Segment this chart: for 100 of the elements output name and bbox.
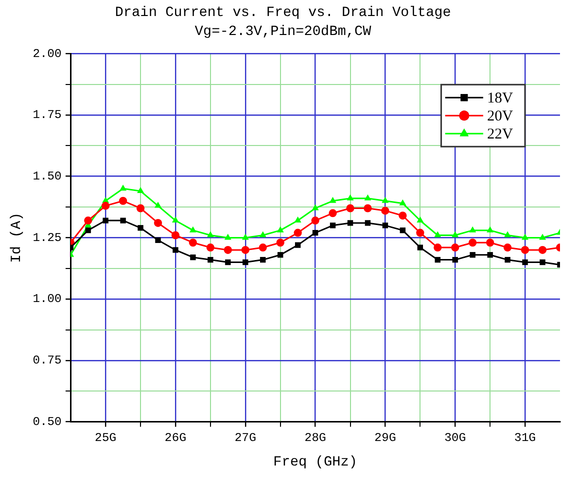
point: [172, 247, 178, 253]
point: [487, 252, 493, 258]
point: [329, 196, 336, 203]
point: [189, 226, 196, 232]
point: [206, 244, 214, 252]
point: [138, 225, 144, 231]
point: [312, 230, 318, 236]
point: [434, 231, 442, 238]
y-tick-label: 2.00: [32, 46, 62, 61]
point: [400, 228, 406, 234]
point: [416, 228, 424, 237]
point: [260, 256, 266, 263]
point: [434, 244, 442, 252]
point: [208, 256, 214, 263]
point: [328, 209, 337, 218]
point: [451, 244, 460, 252]
point: [171, 231, 180, 240]
x-tick-label: 31G: [514, 431, 536, 446]
point: [452, 231, 459, 238]
point: [154, 202, 162, 208]
point: [434, 256, 440, 263]
point: [504, 244, 512, 252]
y-tick-label: 1.25: [32, 230, 62, 245]
point: [242, 259, 248, 266]
point: [504, 231, 512, 238]
point: [382, 196, 389, 203]
point: [381, 206, 390, 215]
point: [188, 238, 197, 247]
point: [539, 234, 546, 240]
legend-label: 18V: [487, 90, 514, 107]
point: [155, 237, 161, 243]
y-tick-label: 0.50: [32, 414, 62, 429]
point: [347, 220, 354, 226]
point: [540, 259, 546, 266]
point: [364, 204, 372, 212]
point: [417, 244, 423, 250]
y-tick-label: 1.50: [32, 170, 62, 184]
point: [242, 234, 249, 240]
legend-label: 20V: [487, 108, 514, 125]
point: [469, 226, 476, 232]
point: [486, 238, 494, 247]
chart-subtitle: Vg=-2.3V,Pin=20dBm,CW: [194, 24, 372, 40]
x-tick-label: 28G: [304, 431, 326, 446]
point: [119, 196, 128, 205]
point: [206, 231, 214, 238]
point: [294, 216, 302, 223]
point: [225, 259, 231, 266]
point: [468, 238, 477, 247]
point: [102, 202, 110, 210]
chart-title: Drain Current vs. Freq vs. Drain Voltage: [114, 5, 452, 22]
point: [486, 226, 494, 232]
legend-label: 22V: [487, 126, 514, 143]
point: [120, 218, 126, 224]
x-tick-label: 25G: [94, 431, 116, 446]
point: [276, 226, 284, 232]
point: [399, 199, 406, 206]
point: [538, 246, 547, 254]
point: [398, 212, 407, 220]
point: [470, 252, 476, 258]
point: [364, 220, 371, 226]
point: [504, 256, 510, 263]
x-tick-label: 26G: [164, 431, 186, 446]
point: [312, 204, 319, 210]
point: [346, 204, 354, 212]
x-tick-label: 30G: [444, 431, 466, 446]
point: [172, 216, 179, 223]
point: [294, 242, 301, 248]
point: [294, 228, 302, 237]
point: [84, 216, 92, 225]
point: [452, 256, 458, 263]
point: [416, 216, 424, 223]
point: [364, 194, 372, 200]
point: [154, 218, 162, 227]
y-axis-title: Id (A): [9, 212, 26, 263]
point: [85, 228, 91, 234]
y-tick-label: 1.75: [32, 108, 62, 122]
x-tick-label: 29G: [374, 431, 396, 446]
point: [330, 222, 336, 228]
point: [224, 246, 232, 254]
point: [102, 218, 108, 224]
point: [259, 231, 266, 238]
point: [278, 252, 284, 258]
point: [190, 254, 196, 260]
y-tick-label: 1.00: [32, 292, 62, 306]
point: [258, 244, 267, 252]
point: [137, 187, 144, 194]
y-tick-label: 0.75: [32, 354, 62, 368]
point: [224, 234, 232, 240]
point: [346, 194, 354, 200]
point: [382, 222, 388, 228]
point: [311, 216, 320, 225]
point: [120, 184, 127, 191]
point: [136, 204, 145, 212]
point: [521, 246, 530, 254]
x-tick-label: 27G: [234, 431, 256, 446]
point: [522, 234, 529, 240]
x-axis-title: Freq (GHz): [273, 454, 358, 470]
point: [276, 238, 284, 247]
point: [522, 259, 528, 266]
point: [241, 246, 250, 254]
